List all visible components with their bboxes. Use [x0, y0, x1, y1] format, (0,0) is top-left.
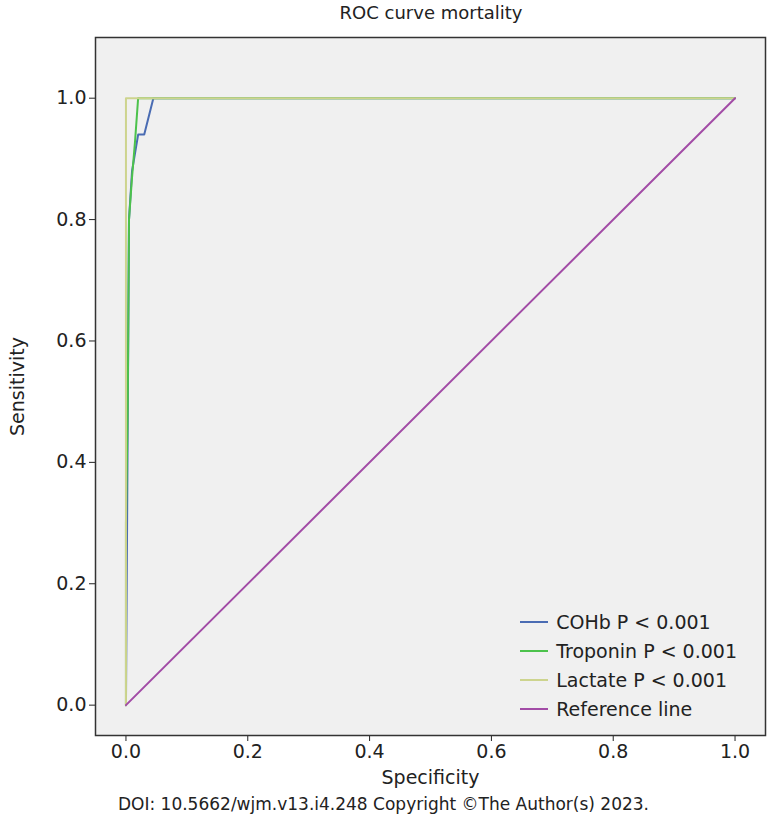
svg-text:0.6: 0.6 — [476, 740, 506, 762]
svg-text:0.0: 0.0 — [56, 693, 86, 715]
svg-text:0.8: 0.8 — [56, 208, 86, 230]
html-text:ROC curve mortality: ROC curve mortality — [339, 2, 523, 23]
html-text:DOI: 10.5662/wjm.v13.i4.248 Co: DOI: 10.5662/wjm.v13.i4.248 Copyright ©T… — [118, 794, 649, 814]
html-text:COHb P < 0.001: COHb P < 0.001 — [556, 610, 711, 633]
svg-text:0.4: 0.4 — [56, 450, 86, 472]
svg-text:1.0: 1.0 — [720, 740, 750, 762]
svg-text:1.0: 1.0 — [56, 86, 86, 108]
svg-text:0.2: 0.2 — [56, 572, 86, 594]
svg-text:0.0: 0.0 — [111, 740, 141, 762]
html-text:Lactate P < 0.001: Lactate P < 0.001 — [556, 668, 727, 691]
svg-text:Sensitivity: Sensitivity — [6, 337, 28, 436]
svg-text:0.6: 0.6 — [56, 329, 86, 351]
svg-text:0.4: 0.4 — [354, 740, 384, 762]
html-text:Reference line: Reference line — [556, 697, 693, 720]
svg-text:0.8: 0.8 — [598, 740, 628, 762]
svg-text:Specificity: Specificity — [382, 766, 480, 788]
html-text:Troponin P < 0.001: Troponin P < 0.001 — [556, 639, 737, 662]
svg-text:0.2: 0.2 — [233, 740, 263, 762]
